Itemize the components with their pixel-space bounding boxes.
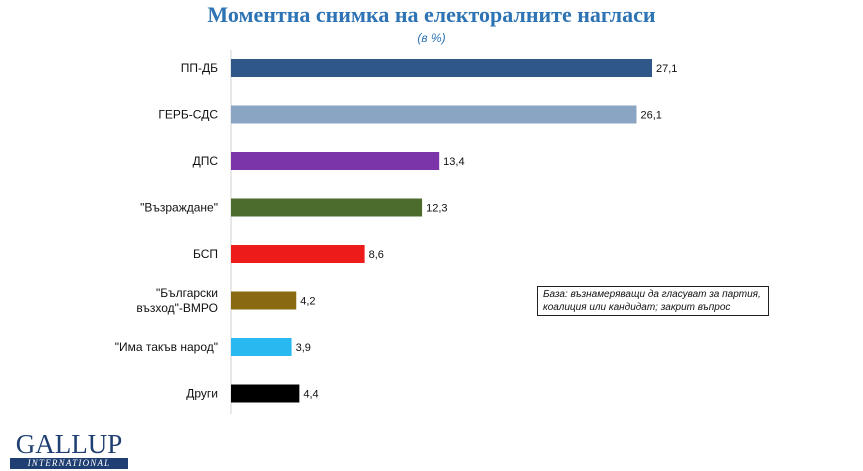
data-label: 13,4 (443, 156, 464, 168)
category-label: "Има такъв народ" (115, 340, 218, 354)
bar (231, 59, 652, 77)
data-label: 4,2 (300, 296, 315, 308)
category-label: Други (186, 387, 218, 401)
chart-title: Моментна снимка на електоралните нагласи (207, 2, 656, 27)
data-label: 12,3 (426, 203, 447, 215)
base-note: База: възнамеряващи да гласуват за парти… (537, 286, 769, 316)
category-label: "Възраждане" (140, 201, 218, 215)
category-label: "Български възход"-ВМРО (136, 286, 218, 315)
bar (231, 338, 292, 356)
bar (231, 152, 440, 170)
logo-subtitle: INTERNATIONAL (10, 458, 128, 469)
category-label: ПП-ДБ (181, 61, 218, 75)
chart-subtitle: (в %) (417, 31, 446, 45)
category-label: БСП (193, 247, 218, 261)
data-label: 8,6 (369, 249, 384, 261)
bar (231, 245, 365, 263)
logo-wordmark: GALLUP (15, 429, 123, 459)
data-label: 4,4 (303, 389, 318, 401)
bar (231, 291, 297, 310)
data-label: 27,1 (656, 63, 677, 75)
category-label: ГЕРБ-СДС (158, 108, 218, 122)
category-label: ДПС (193, 154, 219, 168)
data-label: 26,1 (640, 110, 661, 122)
bar (231, 105, 637, 124)
bars-group: 27,1 ПП-ДБ 26,1 ГЕРБ-СДС 13,4 ДПС 12,3 "Възражд… (115, 59, 677, 403)
gallup-logo: GALLUP INTERNATIONAL (10, 430, 128, 470)
bar (231, 198, 423, 217)
bar (231, 384, 300, 403)
data-label: 3,9 (296, 342, 311, 354)
